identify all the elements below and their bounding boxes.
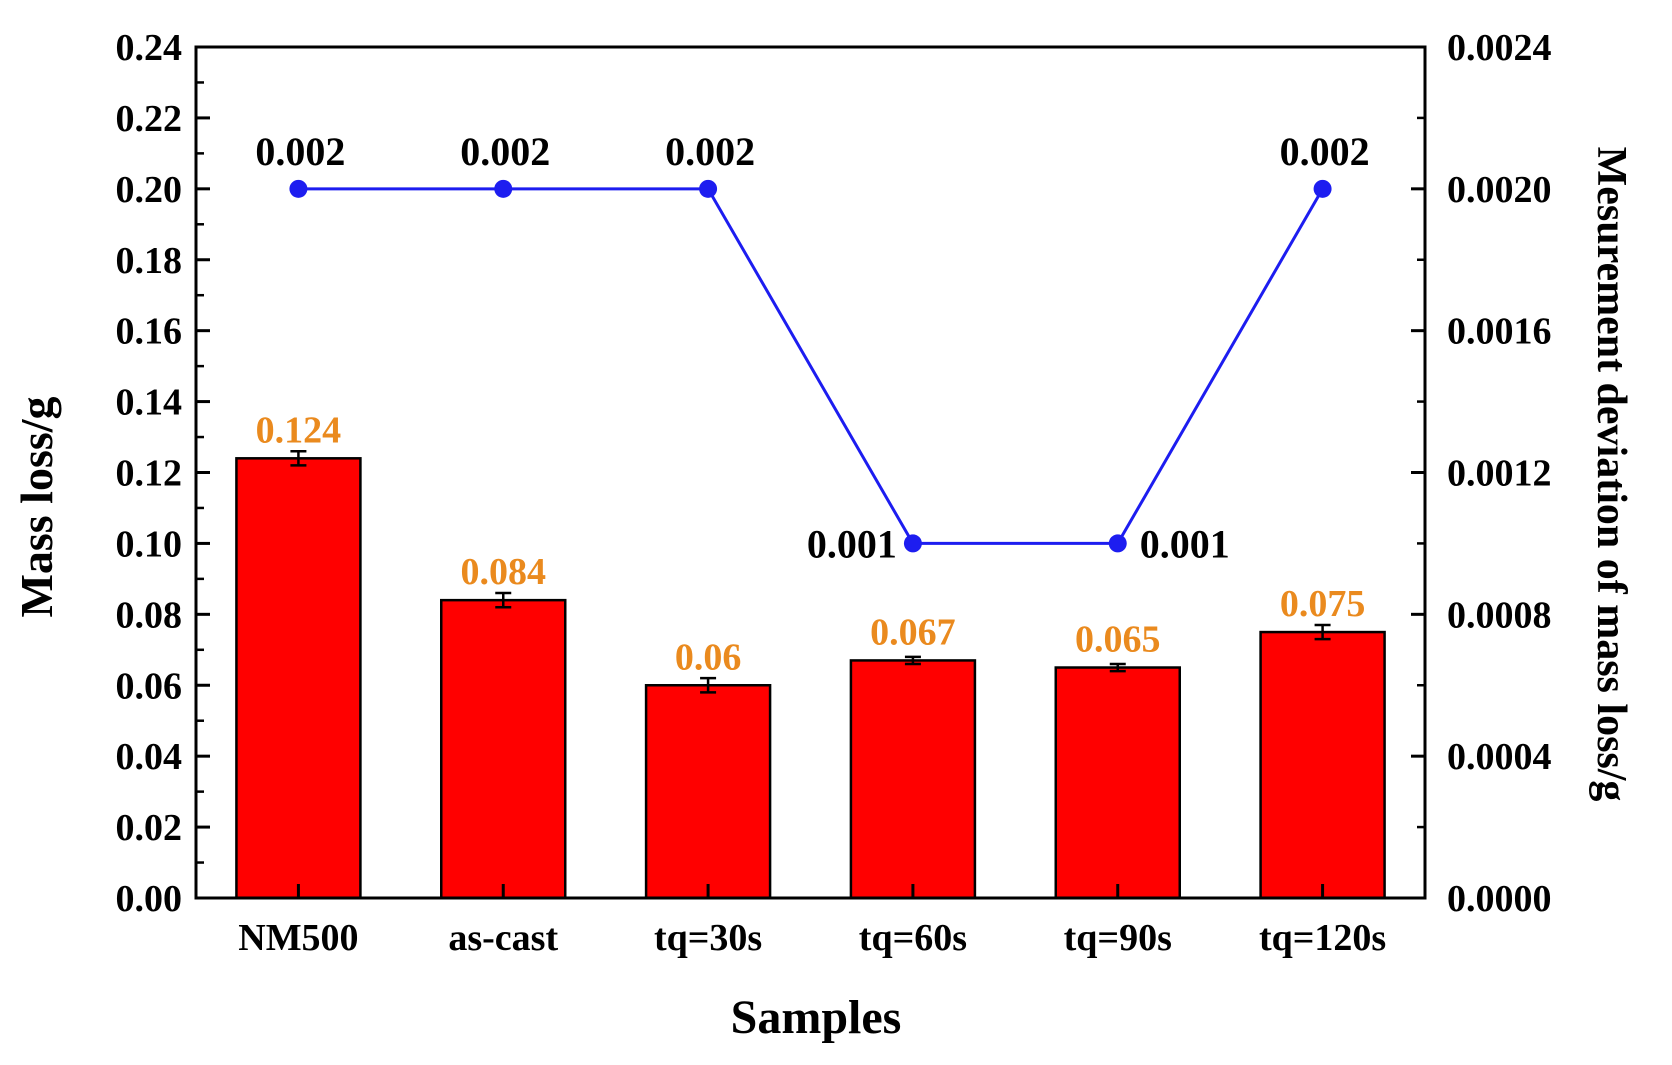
y-tick-label: 0.00 <box>116 878 183 920</box>
x-tick-label: tq=120s <box>1259 917 1386 959</box>
x-tick-label: tq=60s <box>859 917 967 959</box>
x-tick-label: tq=90s <box>1064 917 1172 959</box>
x-axis-title: Samples <box>731 991 902 1044</box>
y-tick-label: 0.22 <box>116 98 183 140</box>
bar-value-label: 0.124 <box>256 409 342 451</box>
y-tick-label: 0.06 <box>116 665 183 707</box>
deviation-line <box>298 187 1324 545</box>
deviation-point <box>1108 534 1127 553</box>
y-tick-label: 0.14 <box>116 382 183 424</box>
bar-NM500 <box>235 457 362 900</box>
deviation-point <box>289 179 308 198</box>
labels-layer: 0.124 0.084 0.06 0.067 0.065 0.075 0.002 0.002 0… <box>255 129 1369 678</box>
y-tick-label: 0.20 <box>116 169 183 211</box>
y-tick-label: 0.24 <box>116 27 183 69</box>
y2-tick-label: 0.0004 <box>1447 736 1552 778</box>
deviation-point <box>699 179 718 198</box>
deviation-value-label: 0.002 <box>460 129 550 174</box>
y-tick-label: 0.02 <box>116 807 183 849</box>
y-tick-label: 0.12 <box>116 453 183 495</box>
deviation-value-label: 0.001 <box>807 521 897 566</box>
y-tick-label: 0.18 <box>116 240 183 282</box>
deviation-value-label: 0.001 <box>1140 521 1230 566</box>
y-tick-label: 0.10 <box>116 523 183 565</box>
bar-as-cast <box>440 598 567 900</box>
bar-tq=90s <box>1054 666 1181 900</box>
deviation-value-label: 0.002 <box>665 129 755 174</box>
bar-tq=120s <box>1259 630 1386 900</box>
bar-value-label: 0.065 <box>1075 619 1161 661</box>
x-tick-label: as-cast <box>448 917 558 959</box>
y2-tick-label: 0.0020 <box>1447 169 1552 211</box>
deviation-point <box>494 179 513 198</box>
y-tick-label: 0.16 <box>116 311 183 353</box>
axes-layer: 0.00 0.02 0.04 0.06 0.08 0.10 0.12 0.14 0.16 0.18… <box>116 27 1552 959</box>
line-layer <box>289 179 1332 553</box>
bar-value-label: 0.084 <box>461 551 547 593</box>
deviation-point <box>903 534 922 553</box>
bar-value-label: 0.067 <box>870 611 956 653</box>
bar-value-label: 0.06 <box>675 636 742 678</box>
y-axis-title: Mass loss/g <box>11 396 62 617</box>
x-tick-label: NM500 <box>238 917 358 959</box>
y2-tick-label: 0.0016 <box>1447 311 1552 353</box>
y2-tick-label: 0.0008 <box>1447 594 1552 636</box>
y2-axis-title: Mesurement deviation of mass loss/g <box>1588 147 1634 802</box>
deviation-value-label: 0.002 <box>255 129 345 174</box>
bars-layer <box>235 449 1386 900</box>
bar-value-label: 0.075 <box>1280 583 1366 625</box>
y-tick-label: 0.04 <box>116 736 183 778</box>
deviation-value-label: 0.002 <box>1280 129 1370 174</box>
y2-tick-label: 0.0012 <box>1447 453 1552 495</box>
y2-tick-label: 0.0024 <box>1447 27 1552 69</box>
x-tick-label: tq=30s <box>654 917 762 959</box>
y-tick-label: 0.08 <box>116 594 183 636</box>
plot-frame <box>194 45 1427 900</box>
deviation-point <box>1313 179 1332 198</box>
bar-tq=60s <box>849 659 977 900</box>
bar-tq=30s <box>644 684 772 900</box>
y2-tick-label: 0.0000 <box>1447 878 1552 920</box>
